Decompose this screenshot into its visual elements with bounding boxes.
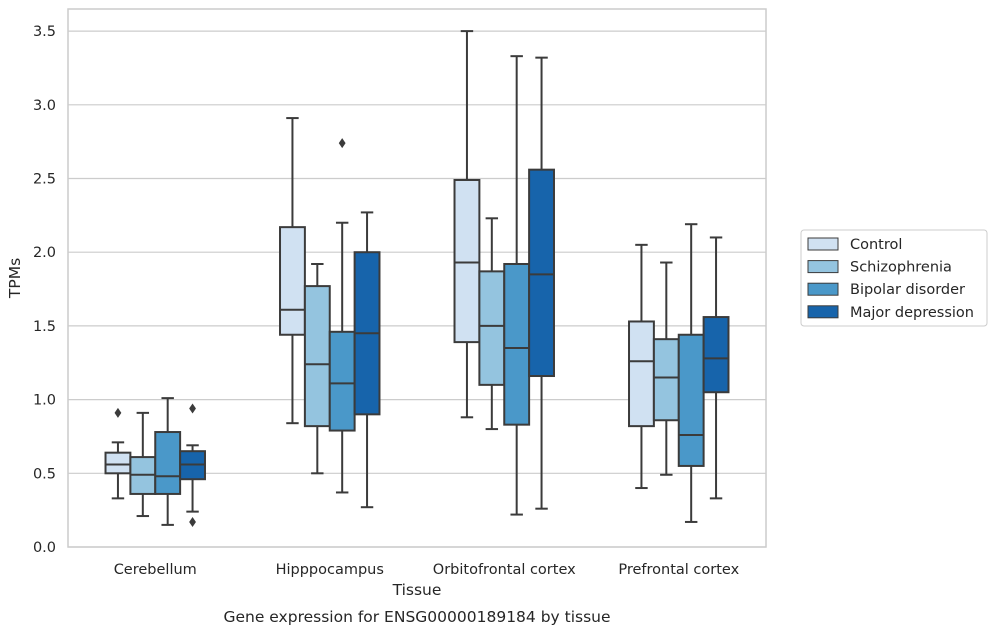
outlier-point <box>114 407 122 418</box>
box-2-1 <box>478 217 506 431</box>
legend-swatch <box>807 260 839 274</box>
box-0-1 <box>129 411 157 518</box>
box-0-0 <box>104 407 132 500</box>
box-1-3 <box>353 211 381 509</box>
box-2-3 <box>528 56 555 510</box>
box-iqr <box>628 320 655 428</box>
legend-label: Schizophrenia <box>850 260 952 276</box>
x-tick-label: Cerebellum <box>114 562 197 578</box>
outlier-point <box>189 516 196 527</box>
y-tick-label: 1.5 <box>33 319 56 335</box>
box-3-1 <box>652 261 680 476</box>
legend-frame <box>800 229 988 327</box>
y-tick-label: 0.5 <box>33 466 56 482</box>
box-iqr <box>503 262 531 426</box>
legend: Control Schizophrenia Bipolar disorder Majo… <box>800 229 988 327</box>
box-iqr <box>677 333 705 467</box>
plot-frame <box>67 8 767 548</box>
y-tick-labels: 0.0 0.5 1.0 1.5 2.0 2.5 3.0 3.5 <box>33 24 56 556</box>
box-iqr <box>154 431 182 495</box>
x-tick-label: Orbitofrontal cortex <box>433 562 576 578</box>
outlier-point <box>338 138 346 149</box>
legend-label: Control <box>850 237 902 253</box>
box-iqr <box>303 285 331 428</box>
box-iqr <box>104 451 132 475</box>
y-tick-label: 0.0 <box>33 540 56 556</box>
y-tick-label: 1.0 <box>33 393 56 409</box>
box-1-1 <box>303 262 331 475</box>
box-iqr <box>453 178 481 344</box>
x-axis-label: Tissue <box>392 581 442 599</box>
x-tick-label: Prefrontal cortex <box>618 562 739 578</box>
box-3-2 <box>677 223 705 523</box>
legend-swatch <box>807 305 839 319</box>
legend-swatch <box>807 282 839 296</box>
box-3-0 <box>628 243 655 490</box>
box-iqr <box>702 316 730 394</box>
legend-label: Major depression <box>850 305 974 321</box>
box-iqr <box>528 168 555 378</box>
box-iqr <box>478 270 506 386</box>
box-2-0 <box>453 30 481 419</box>
box-1-0 <box>279 117 306 425</box>
box-3-3 <box>702 236 730 500</box>
y-tick-label: 2.0 <box>33 245 56 261</box>
y-axis-label: TPMs <box>6 258 24 299</box>
box-2-2 <box>503 55 531 516</box>
box-iqr <box>652 338 680 422</box>
chart-caption: Gene expression for ENSG00000189184 by t… <box>223 608 610 626</box>
x-tick-labels: Cerebellum Hipppocampus Orbitofrontal cort… <box>114 562 740 578</box>
box-iqr <box>279 226 306 336</box>
box-1-2 <box>328 138 356 494</box>
y-tick-label: 3.0 <box>33 98 56 114</box>
box-iqr <box>328 330 356 432</box>
outlier-point <box>189 403 196 414</box>
box-0-2 <box>154 397 182 526</box>
legend-label: Bipolar disorder <box>850 282 965 298</box>
box-series <box>104 30 730 527</box>
y-tick-label: 3.5 <box>33 24 56 40</box>
y-tick-label: 2.5 <box>33 172 56 188</box>
legend-swatch <box>807 237 839 251</box>
x-tick-label: Hipppocampus <box>276 562 384 578</box>
box-0-3 <box>179 403 206 527</box>
